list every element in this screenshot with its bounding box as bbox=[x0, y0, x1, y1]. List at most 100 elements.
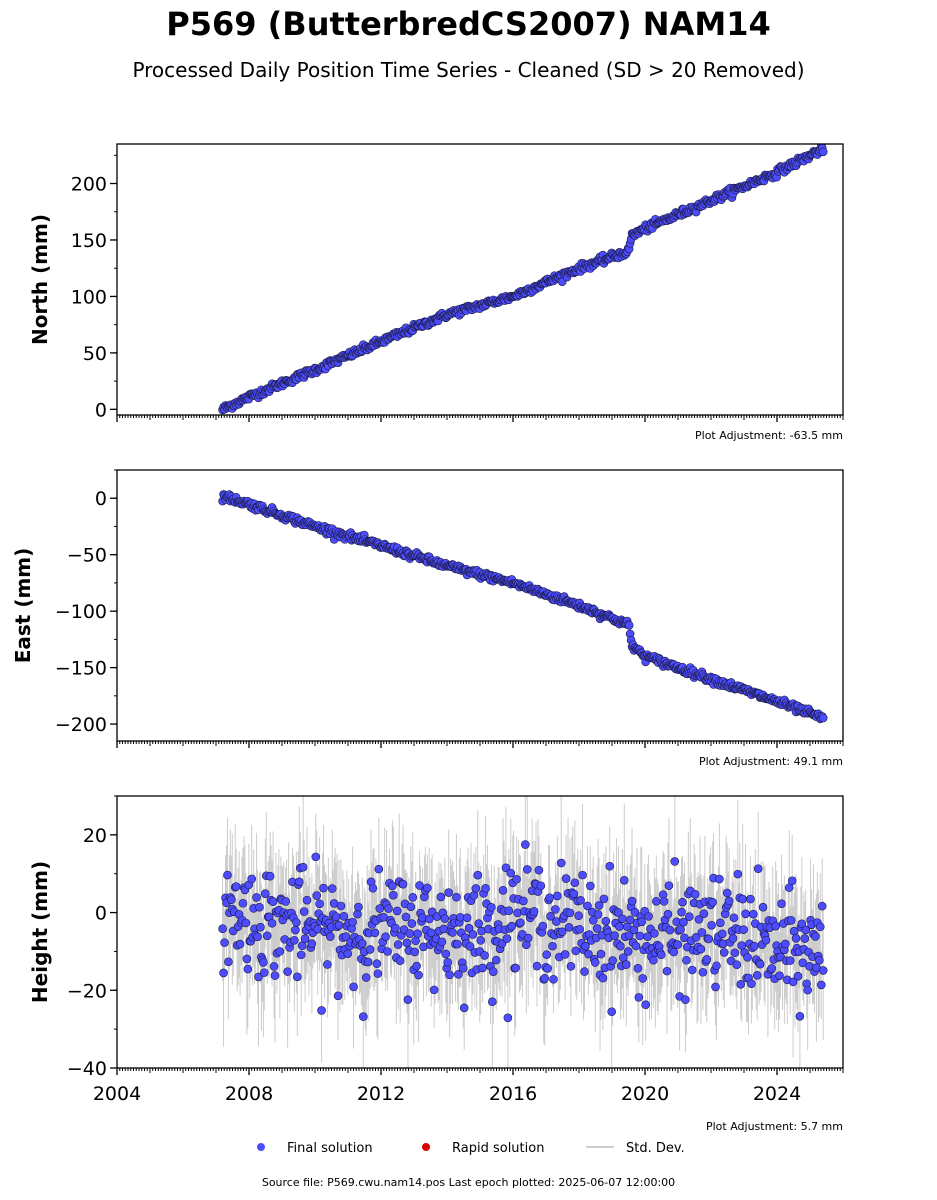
data-point bbox=[771, 921, 780, 931]
data-point bbox=[270, 971, 280, 980]
data-point bbox=[753, 864, 763, 874]
data-point bbox=[473, 870, 483, 880]
data-point bbox=[267, 918, 277, 928]
data-point bbox=[256, 922, 265, 932]
data-point bbox=[565, 908, 575, 918]
data-point bbox=[569, 889, 579, 899]
data-point bbox=[634, 993, 644, 1002]
data-point bbox=[581, 941, 590, 951]
data-point bbox=[608, 956, 617, 965]
data-point bbox=[445, 970, 454, 980]
data-point bbox=[294, 877, 304, 887]
data-point bbox=[777, 899, 786, 908]
data-point bbox=[291, 925, 300, 935]
data-point bbox=[570, 878, 580, 888]
data-point bbox=[548, 941, 557, 951]
data-point bbox=[440, 914, 450, 923]
data-point bbox=[644, 912, 653, 921]
data-point bbox=[408, 893, 418, 902]
data-point bbox=[307, 939, 317, 949]
data-point bbox=[588, 915, 598, 925]
data-point bbox=[395, 956, 405, 966]
data-point bbox=[326, 932, 335, 941]
data-point bbox=[681, 995, 690, 1005]
data-point bbox=[663, 909, 673, 919]
data-point bbox=[398, 879, 408, 889]
data-point bbox=[358, 1012, 368, 1021]
data-point bbox=[574, 911, 583, 921]
data-point bbox=[637, 917, 647, 927]
y-tick-label: 20 bbox=[83, 825, 107, 847]
data-point bbox=[724, 896, 734, 906]
data-point bbox=[353, 909, 362, 919]
data-point bbox=[659, 897, 669, 906]
data-point bbox=[758, 902, 768, 912]
data-point bbox=[732, 960, 742, 970]
data-point bbox=[596, 949, 606, 959]
data-point bbox=[556, 858, 566, 868]
legend-marker bbox=[257, 1143, 265, 1151]
data-point bbox=[733, 869, 743, 879]
data-point bbox=[372, 959, 382, 969]
data-point bbox=[553, 891, 562, 901]
data-point bbox=[538, 921, 548, 931]
data-point bbox=[665, 925, 675, 935]
data-point bbox=[349, 982, 358, 992]
data-point bbox=[489, 967, 498, 976]
data-point bbox=[478, 963, 487, 973]
data-point bbox=[255, 902, 264, 912]
data-point bbox=[242, 954, 252, 964]
data-point bbox=[549, 974, 558, 984]
data-point bbox=[605, 861, 615, 871]
data-point bbox=[317, 1006, 326, 1015]
data-point bbox=[791, 934, 801, 943]
data-point bbox=[480, 951, 489, 960]
axes-frame bbox=[116, 469, 844, 742]
panel-1: 0 50 100 150 200 North (mm) Plot Adjustment: -… bbox=[28, 143, 844, 442]
data-point bbox=[593, 910, 603, 919]
y-axis-label: Height (mm) bbox=[28, 861, 52, 1003]
data-point bbox=[643, 932, 652, 941]
data-point bbox=[627, 896, 637, 906]
data-point bbox=[752, 971, 762, 980]
data-point bbox=[630, 907, 640, 917]
data-point bbox=[749, 909, 758, 919]
data-point bbox=[614, 908, 623, 917]
data-point bbox=[259, 958, 268, 967]
data-point bbox=[411, 936, 420, 946]
data-point bbox=[339, 912, 349, 921]
y-tick-label: 200 bbox=[71, 174, 107, 196]
data-point bbox=[365, 945, 375, 954]
data-point bbox=[797, 919, 807, 929]
data-point bbox=[333, 991, 343, 1001]
data-point bbox=[218, 924, 227, 933]
data-point bbox=[641, 1000, 650, 1010]
data-point bbox=[529, 907, 539, 916]
data-point bbox=[638, 974, 648, 983]
data-point bbox=[522, 865, 532, 874]
data-point bbox=[243, 964, 253, 974]
data-point bbox=[815, 922, 825, 932]
y-tick-label: 0 bbox=[95, 903, 107, 925]
data-point bbox=[283, 967, 292, 976]
data-point bbox=[410, 947, 420, 957]
data-point bbox=[662, 966, 672, 976]
data-point bbox=[384, 904, 393, 913]
data-point bbox=[811, 932, 820, 941]
data-point bbox=[743, 953, 752, 962]
y-tick-label: −100 bbox=[55, 601, 107, 623]
data-point bbox=[685, 912, 694, 921]
data-point bbox=[311, 852, 321, 862]
data-point bbox=[631, 941, 641, 951]
data-point bbox=[564, 923, 574, 932]
data-point bbox=[711, 982, 720, 992]
data-point bbox=[354, 902, 363, 912]
data-point bbox=[361, 973, 371, 982]
data-point bbox=[542, 950, 551, 959]
data-point bbox=[453, 939, 462, 949]
data-point bbox=[327, 884, 337, 893]
data-point bbox=[761, 935, 771, 945]
data-point bbox=[269, 962, 279, 971]
legend-marker bbox=[422, 1143, 430, 1151]
